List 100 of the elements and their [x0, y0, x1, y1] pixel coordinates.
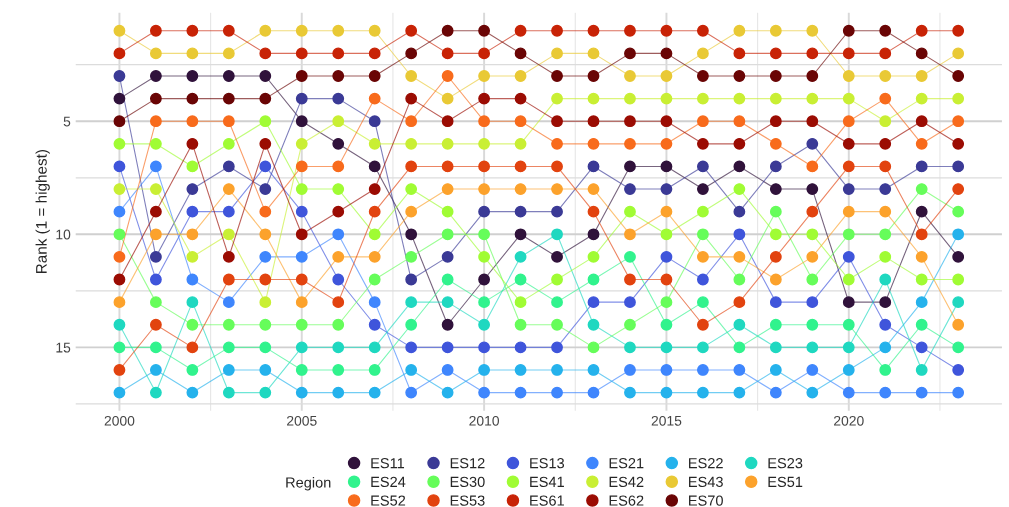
point — [405, 115, 418, 128]
point — [405, 250, 418, 263]
point — [769, 70, 782, 82]
point — [186, 364, 199, 376]
point — [879, 273, 892, 286]
point — [113, 24, 126, 37]
point — [368, 296, 381, 309]
point — [624, 364, 636, 376]
point — [149, 364, 162, 376]
point — [624, 318, 636, 331]
point — [769, 24, 782, 37]
point — [624, 183, 636, 195]
legend-label: ES21 — [609, 458, 644, 469]
point — [295, 318, 308, 331]
legend-label: ES52 — [371, 495, 406, 506]
point — [952, 24, 965, 37]
point — [733, 364, 746, 376]
point — [514, 92, 527, 105]
point — [478, 183, 491, 195]
point — [915, 115, 928, 128]
point — [113, 183, 126, 195]
point — [368, 386, 381, 399]
legend-label: ES62 — [609, 495, 644, 506]
point — [259, 250, 272, 263]
point — [368, 228, 381, 241]
point — [806, 47, 819, 60]
point — [186, 70, 199, 82]
legend-label: ES12 — [450, 458, 485, 469]
point — [259, 183, 272, 195]
point — [441, 137, 454, 150]
point — [551, 47, 563, 60]
point — [806, 386, 819, 399]
point — [113, 318, 126, 331]
point — [441, 386, 454, 399]
point — [222, 24, 235, 37]
point — [879, 160, 892, 173]
point — [295, 205, 308, 218]
point — [697, 160, 709, 173]
point — [405, 273, 418, 286]
point — [514, 205, 527, 218]
point — [551, 318, 563, 331]
point — [624, 386, 636, 399]
legend-label: ES41 — [530, 476, 564, 488]
point — [806, 24, 819, 37]
point — [113, 115, 126, 128]
point — [514, 228, 527, 241]
point — [149, 92, 162, 105]
point — [697, 183, 709, 195]
point — [769, 250, 782, 263]
point — [660, 341, 673, 354]
point — [295, 364, 308, 376]
point — [551, 273, 563, 286]
point — [368, 183, 381, 195]
point — [149, 250, 162, 263]
point — [551, 183, 563, 195]
legend-label: ES13 — [530, 458, 565, 469]
point — [842, 24, 855, 37]
point — [952, 296, 965, 309]
point — [368, 318, 381, 331]
point — [806, 160, 819, 173]
point — [733, 386, 746, 399]
point — [478, 318, 491, 331]
point — [551, 341, 563, 354]
point — [551, 205, 563, 218]
point — [842, 183, 855, 195]
point — [113, 250, 126, 263]
point — [186, 250, 199, 263]
point — [879, 228, 892, 241]
point — [769, 205, 782, 218]
y-axis-title: Rank (1 = highest) — [35, 149, 50, 274]
point — [733, 92, 746, 105]
point — [441, 160, 454, 173]
point — [186, 160, 199, 173]
point — [405, 160, 418, 173]
point — [769, 160, 782, 173]
point — [295, 386, 308, 399]
point — [587, 296, 600, 309]
point — [952, 47, 965, 60]
point — [952, 160, 965, 173]
point — [405, 318, 418, 331]
point — [915, 364, 928, 376]
point — [113, 296, 126, 309]
legend-label: ES70 — [689, 495, 723, 506]
point — [952, 250, 965, 263]
point — [405, 24, 418, 37]
point — [697, 228, 709, 241]
point — [368, 137, 381, 150]
point — [259, 341, 272, 354]
point — [113, 92, 126, 105]
point — [441, 296, 454, 309]
point — [769, 386, 782, 399]
point — [478, 228, 491, 241]
point — [149, 296, 162, 309]
point — [660, 47, 673, 60]
point — [842, 228, 855, 241]
point — [879, 386, 892, 399]
point — [624, 24, 636, 37]
point — [368, 341, 381, 354]
point — [660, 296, 673, 309]
point — [842, 341, 855, 354]
